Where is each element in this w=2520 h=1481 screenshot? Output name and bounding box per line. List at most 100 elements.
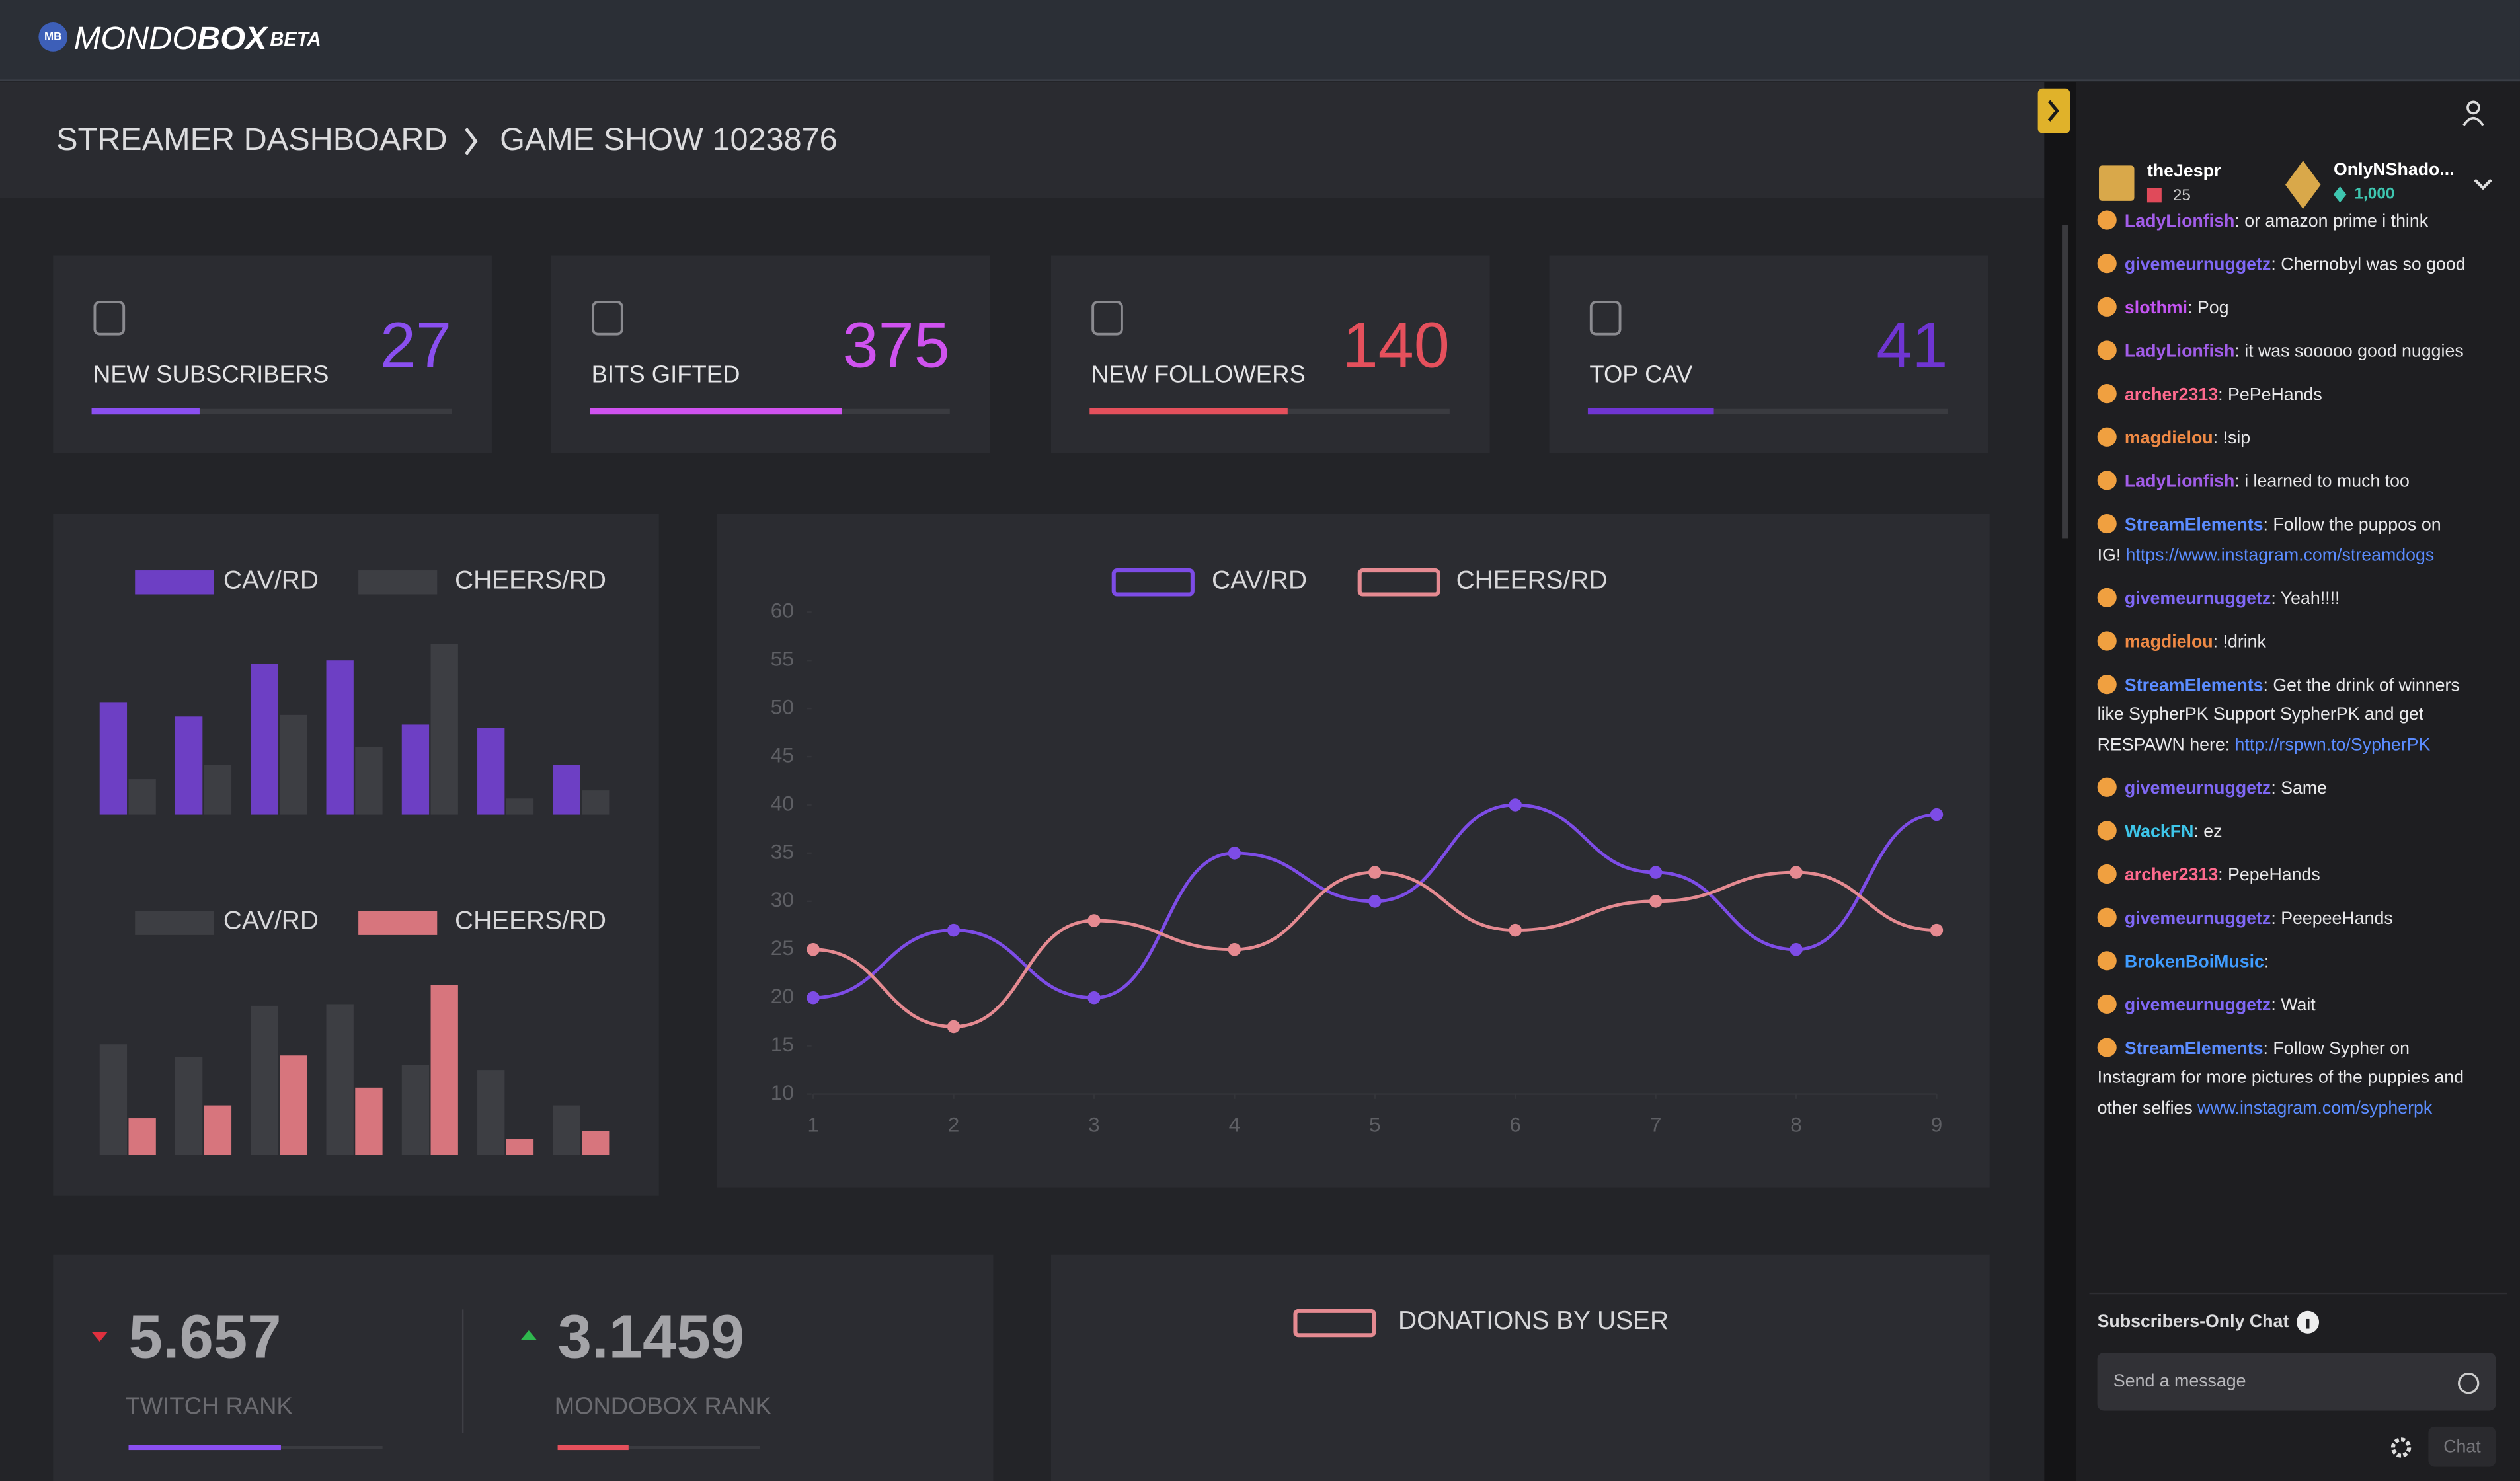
chat-user[interactable]: slothmi [2124,299,2188,319]
logo: MONDOBOX BETA [74,20,321,56]
chat-input[interactable] [2097,1352,2496,1411]
chat-placeholder: Send a message [2113,1371,2246,1390]
point [947,1020,961,1034]
bar [99,1044,128,1155]
chat-user[interactable]: givemeurnuggetz [2124,255,2271,275]
point [1368,895,1382,908]
chat-user[interactable]: LadyLionfish [2124,211,2235,232]
bar [204,765,232,815]
chat-messages: LadyLionfish: or amazon prime i think giv… [2097,210,2470,1290]
chat-user[interactable]: givemeurnuggetz [2124,908,2271,928]
line-series [813,870,1937,1028]
legend-label: CAV/RD [1212,566,1307,594]
bar [401,724,430,815]
chat-panel [2076,81,2520,1481]
chat-user[interactable]: StreamElements [2124,515,2264,535]
chat-user[interactable]: LadyLionfish [2124,472,2235,492]
chat-user[interactable]: StreamElements [2124,1038,2264,1058]
chat-text: : !sip [2213,429,2251,449]
chat-link[interactable]: http://rspwn.to/SypherPK [2234,735,2431,755]
y-tick-label: 45 [771,743,794,767]
badge [2097,673,2117,694]
breadcrumb-root[interactable]: STREAMER DASHBOARD [56,122,448,157]
expand-chevron[interactable] [2474,178,2492,190]
panel [53,513,659,1196]
legend-swatch [1293,1309,1376,1338]
stat-label: BITS GIFTED [592,361,740,388]
stat-value: 140 [1343,309,1450,381]
point [1087,991,1101,1005]
stat-label: NEW SUBSCRIBERS [93,361,329,388]
toggle-chevron [2047,100,2059,122]
stat-card [551,255,990,453]
top-user-name[interactable]: OnlyNShado... [2334,159,2455,179]
bar [582,1131,610,1155]
stat-icon [1589,301,1622,336]
bar [582,790,610,815]
chat-message: givemeurnuggetz: Same [2097,774,2470,804]
badge [2097,863,2117,883]
trend-arrow [91,1332,108,1342]
chat-user[interactable]: archer2313 [2124,385,2219,405]
chat-user[interactable]: BrokenBoiMusic [2124,952,2264,971]
progress-bar [128,1445,281,1451]
stat-value: 41 [1876,309,1948,381]
chat-message: magdielou: !drink [2097,627,2470,657]
chat-user[interactable]: archer2313 [2124,865,2219,885]
y-tick-label: 60 [771,599,794,623]
y-tick-label: 55 [771,647,794,671]
chat-link[interactable]: https://www.instagram.com/streamdogs [2125,545,2435,565]
chat-message: givemeurnuggetz: Chernobyl was so good [2097,250,2470,280]
x-tick-label: 3 [1088,1113,1100,1137]
point [807,991,820,1005]
chat-text: : !drink [2213,632,2266,652]
chat-user[interactable]: givemeurnuggetz [2124,778,2271,798]
chat-user[interactable]: StreamElements [2124,675,2264,695]
chat-user[interactable]: givemeurnuggetz [2124,588,2271,609]
chat-text: : i learned to much too [2234,472,2410,492]
y-tick-label: 30 [771,888,794,911]
chat-text: : Follow the puppos on IG! [2097,515,2441,565]
collapse-toggle[interactable] [2037,88,2070,133]
progress-track [1587,408,1948,414]
chat-user[interactable]: givemeurnuggetz [2124,995,2271,1015]
logo-icon-text: MB [44,30,61,42]
progress-bar [590,408,842,415]
bar [251,1005,278,1155]
top-user-name[interactable]: theJespr [2147,161,2221,180]
breadcrumb-bar [0,81,2045,198]
point [947,923,961,937]
chat-user[interactable]: magdielou [2124,429,2213,449]
y-tick-label: 25 [771,936,794,960]
x-tick-label: 5 [1369,1113,1381,1137]
point [1228,847,1241,860]
chat-text: : Follow Sypher on Instagram for more pi… [2097,1038,2464,1118]
bar [506,798,534,815]
point [1790,943,1803,956]
panel [1050,1254,1990,1481]
chat-button[interactable] [2428,1426,2496,1467]
chat-message: magdielou: !sip [2097,424,2470,454]
bar [355,1087,383,1155]
users-icon[interactable] [2466,100,2480,115]
bar [280,1055,307,1155]
stat-label: NEW FOLLOWERS [1091,361,1306,388]
bar [430,644,458,815]
bar [204,1105,232,1155]
gift-small-icon [2146,188,2162,203]
chat-user[interactable]: LadyLionfish [2124,342,2235,361]
chat-user[interactable]: magdielou [2124,632,2213,652]
legend-label: CHEERS/RD [455,566,606,594]
emote-button[interactable] [2458,1373,2480,1394]
legend-label: DONATIONS BY USER [1398,1307,1669,1335]
bar [251,664,278,815]
point [1930,923,1944,937]
legend-label: CHEERS/RD [455,907,606,935]
bar [128,1118,156,1155]
x-tick-label: 7 [1650,1113,1662,1137]
chat-link[interactable]: www.instagram.com/sypherpk [2197,1098,2433,1118]
badge [2097,587,2117,607]
y-tick-label: 10 [771,1081,794,1104]
chat-user[interactable]: WackFN [2124,821,2194,841]
